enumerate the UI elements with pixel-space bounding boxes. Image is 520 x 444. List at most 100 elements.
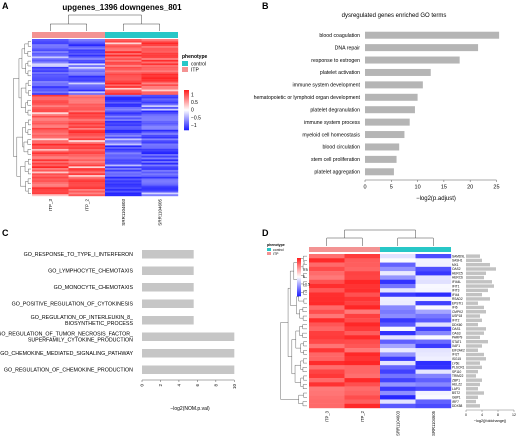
heatmap-cell bbox=[105, 103, 142, 106]
heatmap-cell bbox=[105, 70, 142, 73]
heatmap-cell bbox=[141, 77, 179, 80]
heatmap-cell bbox=[309, 301, 345, 306]
panel-a-phenotype-legend: phenotype control ITP bbox=[182, 54, 207, 74]
panel-d-phenotype-annotation bbox=[309, 247, 451, 252]
heatmap-cell bbox=[415, 331, 452, 336]
gene-label: IFI44 bbox=[452, 293, 459, 297]
heatmap-cell bbox=[141, 44, 179, 47]
panel-a-sample-labels: ITP_3 ITP_2 SRR1104603 SRR1104605 bbox=[48, 199, 163, 226]
heatmap-cell bbox=[380, 331, 416, 336]
heatmap-cell bbox=[380, 262, 416, 268]
heatmap-cell bbox=[68, 117, 106, 120]
row-dendrogram-branch bbox=[25, 63, 28, 74]
heatmap-cell bbox=[309, 356, 345, 362]
heatmap-cell bbox=[32, 54, 69, 57]
panel-d-colorbar-segment bbox=[297, 264, 301, 266]
panel-a-colorbar-tick-label: 0.5 bbox=[191, 100, 198, 106]
heatmap-cell bbox=[32, 189, 69, 191]
gene-label: OAS1 bbox=[452, 327, 461, 331]
heatmap-cell bbox=[68, 182, 106, 184]
heatmap-cell bbox=[415, 369, 452, 374]
row-dendrogram-branch bbox=[27, 70, 31, 76]
heatmap-cell bbox=[380, 378, 416, 383]
row-dendrogram-branch bbox=[27, 60, 31, 67]
heatmap-cell bbox=[105, 168, 142, 171]
heatmap-cell bbox=[68, 49, 106, 52]
foldchange-bar bbox=[466, 318, 482, 323]
row-dendrogram-branch bbox=[302, 332, 307, 338]
heatmap-cell bbox=[141, 178, 179, 181]
heatmap-cell bbox=[32, 107, 69, 109]
heatmap-cell bbox=[309, 348, 345, 353]
column-dendrogram-branch bbox=[68, 14, 142, 24]
heatmap-cell bbox=[415, 288, 452, 293]
heatmap-cell bbox=[105, 145, 142, 148]
row-dendrogram-branch bbox=[28, 119, 31, 126]
heatmap-cell bbox=[380, 326, 416, 332]
heatmap-cell bbox=[141, 84, 179, 87]
bar bbox=[365, 155, 397, 163]
gene-label: USP18 bbox=[452, 314, 462, 318]
heatmap-cell bbox=[105, 131, 142, 134]
category-label-line: platelet activation bbox=[320, 70, 360, 76]
heatmap-cell bbox=[344, 292, 381, 297]
panel-a-colorbar-segment bbox=[184, 129, 189, 131]
foldchange-bar bbox=[466, 280, 492, 284]
row-dendrogram-branch bbox=[280, 322, 299, 400]
heatmap-cell bbox=[105, 79, 142, 82]
heatmap-cell bbox=[380, 386, 416, 392]
heatmap-cell bbox=[415, 348, 452, 353]
column-dendrogram-branch bbox=[123, 23, 160, 31]
heatmap-cell bbox=[32, 63, 69, 66]
heatmap-cell bbox=[105, 161, 142, 164]
bar bbox=[142, 349, 235, 358]
heatmap-cell bbox=[344, 399, 381, 404]
row-dendrogram-branch bbox=[18, 58, 22, 99]
gene-label: IFI44L bbox=[452, 280, 461, 284]
row-dendrogram-branch bbox=[303, 341, 307, 347]
panel-a-colorbar-segment bbox=[184, 114, 189, 116]
heatmap-cell bbox=[344, 386, 381, 392]
category-label: GO_RESPONSE_TO_TYPE_I_INTERFERON bbox=[24, 252, 134, 258]
panel-a-colorbar-segment bbox=[184, 101, 189, 103]
row-dendrogram-branch bbox=[27, 109, 31, 116]
heatmap-cell bbox=[141, 175, 179, 178]
heatmap-cell bbox=[415, 322, 452, 327]
phenotype-annotation-cell bbox=[415, 247, 451, 252]
panel-d-colorbar-segment bbox=[297, 277, 301, 280]
heatmap-cell bbox=[32, 162, 69, 165]
heatmap-cell bbox=[32, 98, 69, 101]
heatmap-cell bbox=[141, 112, 179, 115]
panel-a-row-dendrogram bbox=[13, 41, 31, 194]
category-label-line: immune system process bbox=[304, 120, 360, 126]
foldchange-tick-label: 8 bbox=[497, 413, 499, 417]
row-dendrogram-branch bbox=[302, 307, 307, 312]
panel-d-colorbar-segment bbox=[297, 282, 301, 284]
row-dendrogram-branch bbox=[27, 41, 31, 47]
heatmap-cell bbox=[141, 155, 179, 158]
heatmap-cell bbox=[32, 145, 69, 148]
heatmap-cell bbox=[32, 127, 69, 130]
heatmap-cell bbox=[32, 51, 69, 54]
foldchange-bar bbox=[466, 339, 488, 344]
heatmap-cell bbox=[68, 84, 106, 87]
heatmap-cell bbox=[380, 356, 416, 362]
heatmap-cell bbox=[68, 154, 106, 157]
heatmap-cell bbox=[105, 159, 142, 162]
heatmap-cell bbox=[68, 180, 106, 183]
heatmap-cell bbox=[141, 129, 179, 132]
heatmap-cell bbox=[32, 108, 69, 111]
heatmap-cell bbox=[344, 283, 381, 289]
panel-a-colorbar-segment bbox=[184, 110, 189, 112]
heatmap-cell bbox=[141, 176, 179, 179]
heatmap-cell bbox=[105, 45, 142, 48]
panel-a-colorbar-segment bbox=[184, 125, 189, 127]
panel-d-colorbar-segment bbox=[297, 258, 301, 261]
heatmap-cell bbox=[309, 305, 345, 310]
heatmap-cell bbox=[68, 77, 106, 80]
gene-label: IFI6 bbox=[452, 306, 458, 310]
panel-d-colorbar-segment bbox=[297, 275, 301, 277]
heatmap-cell bbox=[32, 70, 69, 73]
d-legend-swatch-itp bbox=[267, 252, 271, 255]
